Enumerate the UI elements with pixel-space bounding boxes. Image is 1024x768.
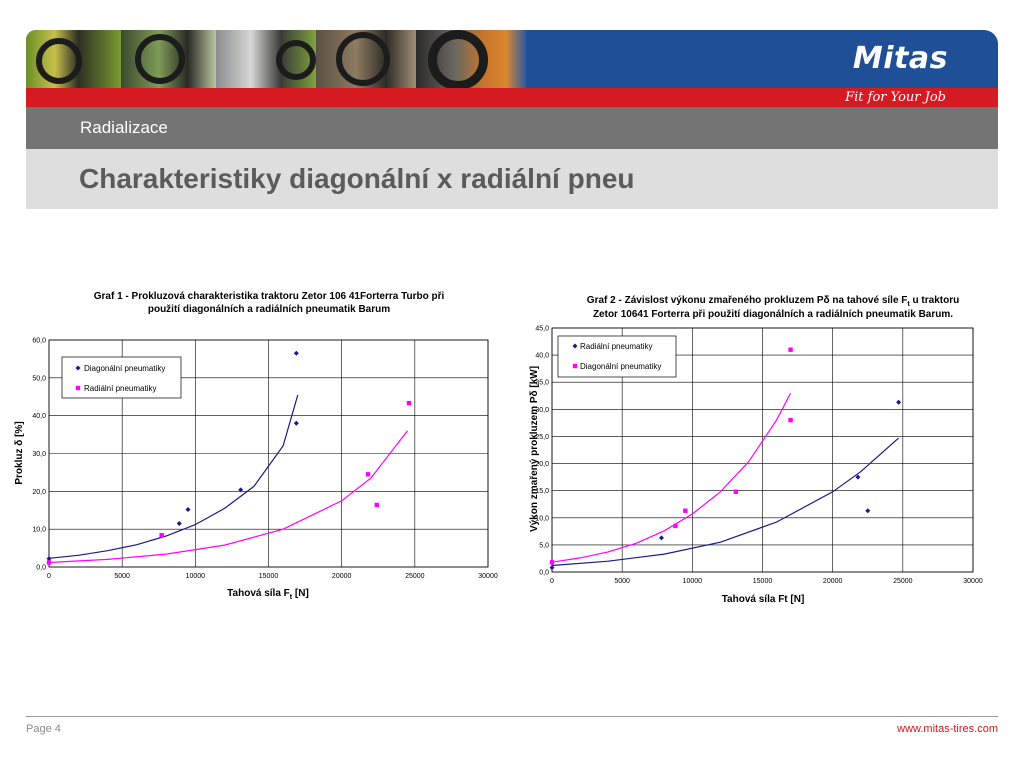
chart-1-series-2-point xyxy=(374,502,379,508)
chart-1-x-tick-label: 0 xyxy=(47,573,51,580)
red-slogan-bar: Fit for Your Job xyxy=(26,88,998,107)
chart-1-series-2-point xyxy=(406,400,412,406)
chart-1-legend-label: Diagonální pneumatiky xyxy=(84,364,165,373)
chart-1-x-axis-label: Tahová síla Ft [N] xyxy=(227,588,309,601)
chart-1-trendline-2 xyxy=(48,430,408,564)
chart-2-y-tick-label: 45,0 xyxy=(535,326,549,333)
chart-1-x-tick-label: 20000 xyxy=(332,573,352,580)
chart-2-legend-label: Diagonální pneumatiky xyxy=(580,362,661,371)
chart-1-y-tick-label: 20,0 xyxy=(32,489,46,496)
chart-1-legend-label: Radiální pneumatiky xyxy=(84,384,156,393)
chart-2-y-tick-label: 5,0 xyxy=(539,542,549,549)
chart-2-title-line-1: Graf 2 - Závislost výkonu zmařeného prok… xyxy=(587,295,959,308)
chart-2-title-line-2: Zetor 10641 Forterra při použití diagoná… xyxy=(593,309,953,320)
chart-2-x-tick-label: 20000 xyxy=(823,578,843,585)
chart-2-series-1-point xyxy=(549,565,555,571)
chart-1-series-2-point xyxy=(46,560,52,565)
tire-shape xyxy=(276,40,316,80)
tire-shape xyxy=(135,34,185,84)
chart-2-x-tick-label: 10000 xyxy=(683,578,703,585)
footer-divider xyxy=(26,716,998,717)
chart-2-series-2-point xyxy=(788,347,793,352)
chart-2-legend: Radiální pneumatiky Diagonální pneumatik… xyxy=(557,335,677,378)
chart-2-y-tick-label: 0,0 xyxy=(539,570,549,577)
chart-2-trendline-1 xyxy=(551,437,899,567)
chart-1-series-1-point xyxy=(293,420,299,426)
chart-1-legend-marker xyxy=(75,365,81,371)
chart-1: Graf 1 - Prokluzová charakteristika trak… xyxy=(14,291,498,601)
chart-2-trendline-2 xyxy=(551,392,792,563)
chart-2-y-tick-label: 25,0 xyxy=(535,434,549,441)
chart-1-series-1-point xyxy=(293,350,299,356)
chart-2-y-tick-label: 10,0 xyxy=(535,515,549,522)
chart-2-y-tick-label: 20,0 xyxy=(535,461,549,468)
chart-2-series-2-point xyxy=(683,508,688,513)
chart-1-y-tick-label: 50,0 xyxy=(32,375,46,382)
tire-shape xyxy=(336,32,390,86)
photo-fade xyxy=(506,30,526,88)
chart-2-x-tick-label: 25000 xyxy=(893,578,913,585)
footer-link[interactable]: www.mitas-tires.com xyxy=(897,723,998,735)
chart-1-trendline-1 xyxy=(48,394,299,559)
page-number: Page 4 xyxy=(26,723,61,735)
section-band: Radializace xyxy=(26,107,998,149)
chart-1-title-line-1: Graf 1 - Prokluzová charakteristika trak… xyxy=(94,291,445,302)
section-title: Radializace xyxy=(80,118,168,137)
title-band: Charakteristiky diagonální x radiální pn… xyxy=(26,149,998,209)
chart-2-series-1-point xyxy=(855,474,861,480)
tire-shape xyxy=(428,30,488,88)
chart-1-series-1-point xyxy=(46,556,52,562)
mitas-logo: Mitas xyxy=(852,41,948,76)
chart-2-x-tick-label: 5000 xyxy=(614,578,630,585)
tractor-photo-1 xyxy=(26,30,121,88)
chart-2-legend-label: Radiální pneumatiky xyxy=(580,342,652,351)
header-banner: Mitas xyxy=(26,30,998,88)
chart-2-x-tick-label: 30000 xyxy=(963,578,983,585)
tractor-photo-2 xyxy=(121,30,216,88)
tractor-photo-4 xyxy=(316,30,416,88)
chart-2-y-axis-label: Výkon zmařený prokluzem Pδ [kW] xyxy=(529,366,540,532)
chart-2-series-2-point xyxy=(673,523,678,529)
chart-1-y-tick-label: 60,0 xyxy=(32,338,46,345)
chart-1-x-tick-label: 5000 xyxy=(114,573,130,580)
chart-1-y-tick-label: 0,0 xyxy=(36,565,46,572)
chart-1-series-2-point xyxy=(365,472,371,477)
page-title: Charakteristiky diagonální x radiální pn… xyxy=(79,163,635,194)
chart-2-series-1-point xyxy=(865,508,871,514)
chart-1-x-tick-label: 30000 xyxy=(478,573,498,580)
chart-2-x-tick-label: 0 xyxy=(550,578,554,585)
chart-2-y-tick-label: 40,0 xyxy=(535,353,549,360)
chart-1-y-tick-label: 30,0 xyxy=(32,451,46,458)
chart-1-legend: Diagonální pneumatiky Radiální pneumatik… xyxy=(61,356,182,399)
chart-1-series-1-point xyxy=(238,487,244,493)
chart-1-y-tick-label: 10,0 xyxy=(32,527,46,534)
chart-2-x-axis-label: Tahová síla Ft [N] xyxy=(722,594,805,605)
chart-1-series-2-point xyxy=(159,533,164,538)
chart-2-y-tick-label: 30,0 xyxy=(535,407,549,414)
tire-shape xyxy=(36,38,82,84)
chart-2-legend-marker xyxy=(572,363,578,369)
tractor-photo-3 xyxy=(216,30,316,88)
slogan: Fit for Your Job xyxy=(845,90,946,105)
chart-2-series-2-point xyxy=(733,489,739,494)
chart-2-y-tick-label: 35,0 xyxy=(535,380,549,387)
loader-photo xyxy=(416,30,506,88)
chart-2-series-2-point xyxy=(549,560,555,565)
chart-2: Graf 2 - Závislost výkonu zmařeného prok… xyxy=(529,295,983,605)
chart-1-x-tick-label: 25000 xyxy=(405,573,425,580)
chart-1-y-tick-label: 40,0 xyxy=(32,413,46,420)
chart-1-series-1-point xyxy=(176,520,182,526)
chart-1-y-axis-label: Prokluz δ [%] xyxy=(14,421,25,484)
chart-2-series-1-point xyxy=(896,399,902,405)
chart-2-legend-marker xyxy=(572,343,578,349)
chart-1-legend-marker xyxy=(75,385,81,391)
chart-2-series-2-point xyxy=(788,417,793,423)
chart-2-y-tick-label: 15,0 xyxy=(535,488,549,495)
chart-1-title-line-2: použití diagonálních a radiálních pneuma… xyxy=(148,304,390,315)
chart-2-series-1-point xyxy=(658,535,664,541)
chart-1-x-tick-label: 15000 xyxy=(259,573,279,580)
chart-1-series-1-point xyxy=(185,506,191,512)
chart-2-x-tick-label: 15000 xyxy=(753,578,773,585)
chart-1-x-tick-label: 10000 xyxy=(186,573,206,580)
